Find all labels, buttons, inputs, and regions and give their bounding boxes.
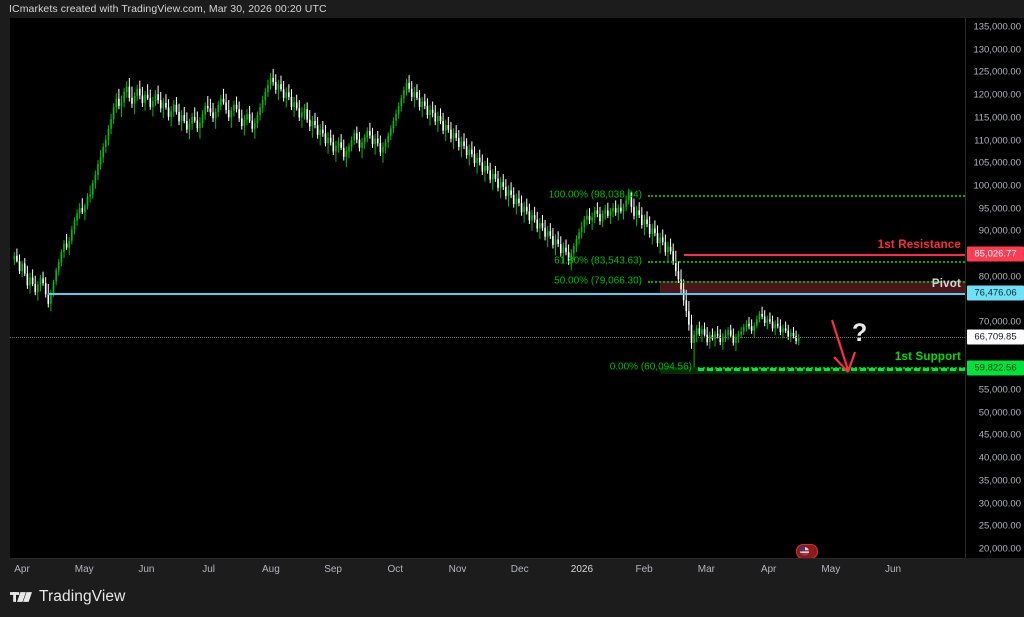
price-pill-support[interactable]: 59,822.56 <box>967 360 1024 376</box>
price-tick: 120,000.00 <box>973 89 1021 101</box>
price-tick: 130,000.00 <box>973 44 1021 56</box>
sr-label-1st-resistance: 1st Resistance <box>877 238 961 251</box>
time-tick: Dec <box>510 564 529 575</box>
time-tick: Jun <box>138 564 155 575</box>
fib-label-0: 0.00% (60,094.56) <box>609 361 692 373</box>
sr-line-1st-support <box>698 368 965 372</box>
time-tick: Feb <box>635 564 653 575</box>
price-tick: 35,000.00 <box>978 475 1021 487</box>
time-tick: Nov <box>448 564 467 575</box>
price-tick: 50,000.00 <box>978 407 1021 419</box>
fib-line-61-8 <box>648 260 965 263</box>
tradingview-logo-icon <box>10 592 32 602</box>
time-tick: Aug <box>261 564 280 575</box>
time-tick: May <box>821 564 841 575</box>
down-arrow-icon <box>830 319 857 373</box>
price-tick: 110,000.00 <box>974 135 1021 147</box>
price-tick: 90,000.00 <box>978 225 1021 237</box>
candlestick-series <box>13 68 800 367</box>
time-tick: Mar <box>697 564 716 575</box>
price-tick: 55,000.00 <box>978 384 1021 396</box>
time-tick: Oct <box>387 564 404 575</box>
price-tick: 105,000.00 <box>973 157 1021 169</box>
chart-plot-area[interactable]: 100.00% (98,038.04) 61.80% (83,543.63) 50.… <box>10 18 965 558</box>
time-tick: 2026 <box>570 564 594 575</box>
price-tick: 115,000.00 <box>974 112 1021 124</box>
fib-label-61-8: 61.80% (83,543.63) <box>554 255 642 267</box>
fib-label-50: 50.00% (79,066.30) <box>554 275 642 287</box>
fib-label-100: 100.00% (98,038.04) <box>548 189 642 201</box>
tradingview-logo[interactable]: TradingView <box>10 588 125 606</box>
sr-line-pivot <box>48 292 965 295</box>
us-flag-event-icon[interactable] <box>796 544 818 558</box>
price-pill-pivot[interactable]: 76,476.06 <box>967 285 1024 301</box>
price-tick: 95,000.00 <box>978 203 1021 215</box>
price-pill-last[interactable]: 66,709.85 <box>967 329 1024 345</box>
footer-bar: TradingView <box>0 580 1024 617</box>
sr-label-1st-support: 1st Support <box>894 351 961 364</box>
fib-line-100 <box>648 194 965 197</box>
time-axis[interactable]: Apr May Jun Jul Aug Sep Oct Nov Dec 2026 Feb Mar Apr… <box>10 558 965 581</box>
fib-line-50 <box>648 280 965 283</box>
sr-label-pivot: Pivot <box>931 277 961 290</box>
time-tick: Sep <box>324 564 342 575</box>
price-tick: 40,000.00 <box>978 452 1021 464</box>
question-mark-annotation: ? <box>852 319 868 347</box>
time-tick: Jul <box>202 564 215 575</box>
price-tick: 20,000.00 <box>978 543 1021 555</box>
price-pill-resistance[interactable]: 85,026.77 <box>967 246 1024 262</box>
chart-credit-text: ICmarkets created with TradingView.com, … <box>9 3 327 15</box>
price-tick: 45,000.00 <box>978 429 1021 441</box>
tradingview-logo-text: TradingView <box>39 588 126 605</box>
price-tick: 100,000.00 <box>973 180 1021 192</box>
price-tick: 70,000.00 <box>978 316 1021 328</box>
time-tick: Apr <box>14 564 30 575</box>
price-tick: 135,000.00 <box>973 21 1021 33</box>
price-tick: 80,000.00 <box>978 271 1021 283</box>
price-tick: 125,000.00 <box>973 66 1021 78</box>
price-axis[interactable]: 135,000.00 130,000.00 125,000.00 120,000.00… <box>965 18 1024 558</box>
fib-line-0 <box>698 366 965 369</box>
time-tick: Jun <box>884 564 902 575</box>
price-tick: 30,000.00 <box>978 498 1021 510</box>
sr-line-1st-resistance <box>684 253 965 256</box>
current-price-line <box>10 336 965 338</box>
pivot-zone-fill <box>660 280 965 293</box>
header-strip: ICmarkets created with TradingView.com, … <box>0 0 1024 18</box>
price-tick: 25,000.00 <box>978 520 1021 532</box>
time-tick: Apr <box>760 564 777 575</box>
time-tick: May <box>74 564 94 575</box>
